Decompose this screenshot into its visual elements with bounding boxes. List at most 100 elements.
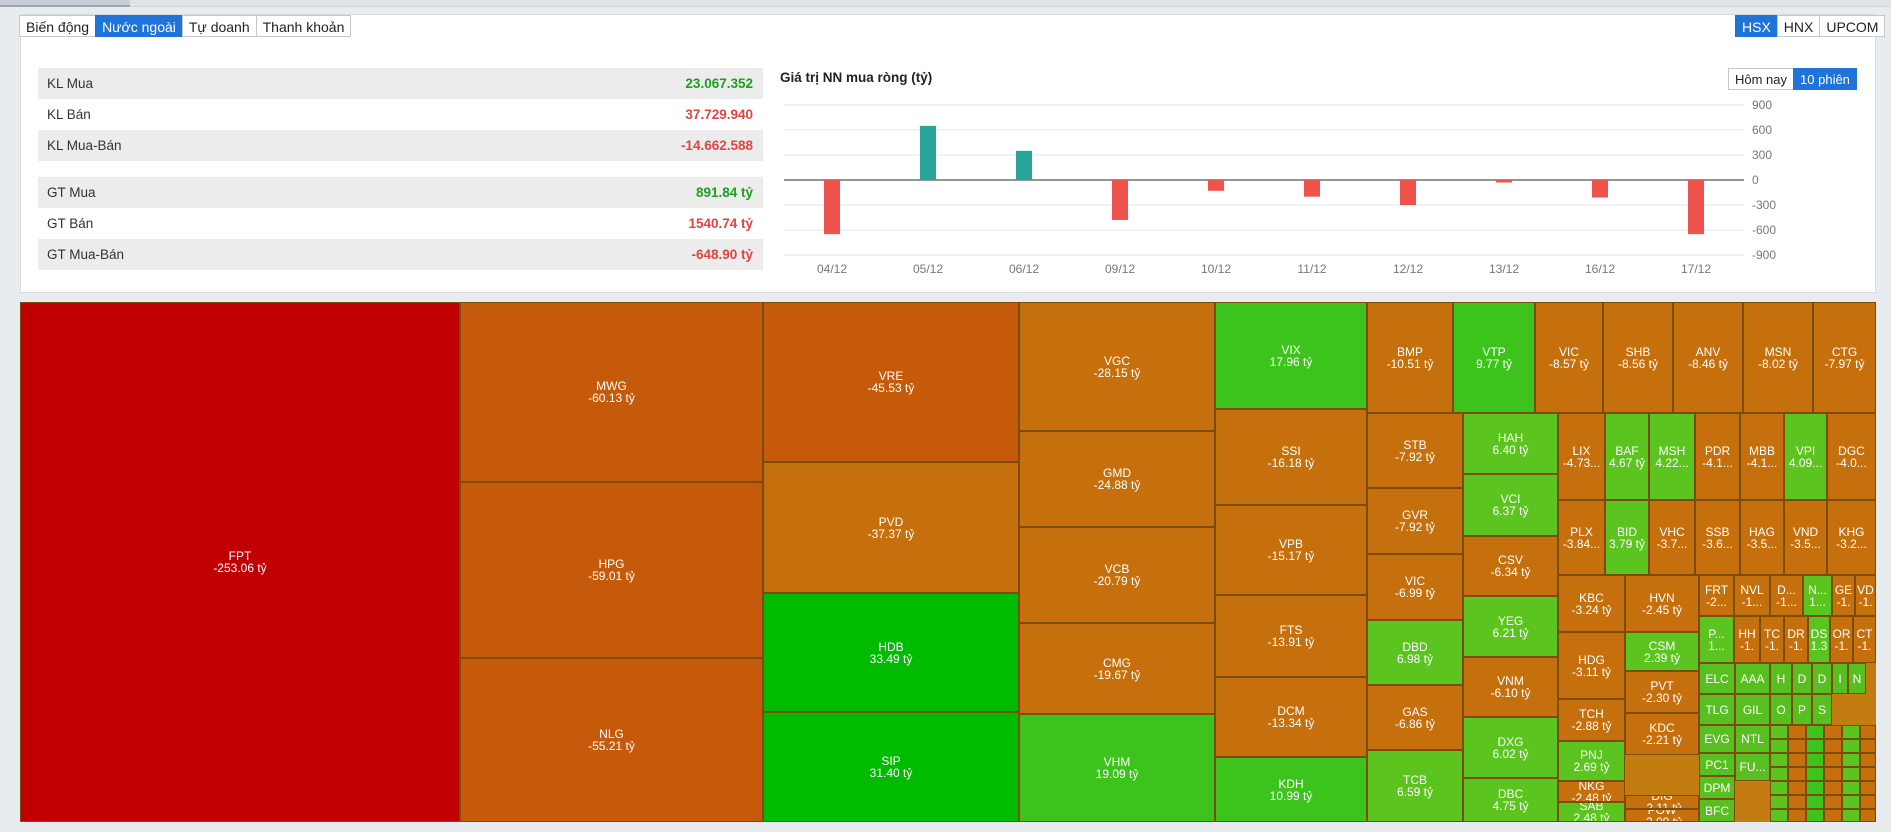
- treemap-tile-csm[interactable]: CSM 2.39 tỷ: [1625, 632, 1699, 671]
- treemap-tile-d[interactable]: D: [1812, 663, 1832, 694]
- treemap-micro-tile[interactable]: [1860, 753, 1876, 767]
- treemap-micro-tile[interactable]: [1770, 725, 1788, 739]
- exchange-hsx[interactable]: HSX: [1735, 15, 1778, 37]
- bar-13/12[interactable]: [1496, 180, 1512, 183]
- treemap-micro-tile[interactable]: [1860, 809, 1876, 822]
- treemap-tile-plx[interactable]: PLX -3.84...: [1558, 500, 1605, 575]
- treemap-tile-kbc[interactable]: KBC -3.24 tỷ: [1558, 575, 1625, 632]
- treemap-tile-nlg[interactable]: NLG -55.21 tỷ: [460, 658, 763, 822]
- treemap-tile-msh[interactable]: MSH 4.22...: [1649, 413, 1695, 500]
- treemap-tile-shb[interactable]: SHB -8.56 tỷ: [1603, 302, 1673, 413]
- bar-05/12[interactable]: [920, 125, 936, 180]
- treemap-micro-tile[interactable]: [1842, 795, 1860, 809]
- treemap-tile-gil[interactable]: GIL: [1735, 694, 1770, 725]
- bar-12/12[interactable]: [1400, 180, 1416, 205]
- treemap-tile-hpg[interactable]: HPG -59.01 tỷ: [460, 482, 763, 658]
- treemap-tile-or[interactable]: OR -1.: [1830, 616, 1853, 663]
- treemap-tile-ntl[interactable]: NTL: [1735, 725, 1770, 753]
- treemap-micro-tile[interactable]: [1770, 753, 1788, 767]
- treemap-tile-vic[interactable]: VIC -8.57 tỷ: [1535, 302, 1603, 413]
- treemap-tile-vpi[interactable]: VPI 4.09...: [1784, 413, 1827, 500]
- treemap-micro-tile[interactable]: [1824, 795, 1842, 809]
- treemap-tile-i[interactable]: I: [1832, 663, 1848, 694]
- bar-09/12[interactable]: [1112, 180, 1128, 220]
- treemap-micro-tile[interactable]: [1824, 781, 1842, 795]
- treemap-micro-tile[interactable]: [1806, 781, 1824, 795]
- treemap-tile-gvr[interactable]: GVR -7.92 tỷ: [1367, 488, 1463, 554]
- treemap-micro-tile[interactable]: [1806, 739, 1824, 753]
- treemap-tile-pdr[interactable]: PDR -4.1...: [1695, 413, 1740, 500]
- treemap-micro-tile[interactable]: [1842, 753, 1860, 767]
- treemap-tile-vgc[interactable]: VGC -28.15 tỷ: [1019, 302, 1215, 431]
- treemap-tile-cmg[interactable]: CMG -19.67 tỷ: [1019, 623, 1215, 714]
- treemap-tile-dgc[interactable]: DGC -4.0...: [1827, 413, 1876, 500]
- treemap-tile-frt[interactable]: FRT -2...: [1699, 575, 1734, 616]
- treemap-micro-tile[interactable]: [1824, 767, 1842, 781]
- treemap-tile-hdg[interactable]: HDG -3.11 tỷ: [1558, 632, 1625, 699]
- treemap-tile-pvt[interactable]: PVT -2.30 tỷ: [1625, 671, 1699, 713]
- treemap-micro-tile[interactable]: [1842, 809, 1860, 822]
- treemap-tile-s[interactable]: S: [1812, 694, 1832, 725]
- treemap-tile-ct[interactable]: CT -1.: [1853, 616, 1876, 663]
- treemap-tile-nkg[interactable]: NKG -2.48 tỷ: [1558, 781, 1625, 802]
- treemap-tile-hag[interactable]: HAG -3.5...: [1740, 500, 1784, 575]
- treemap-micro-tile[interactable]: [1842, 725, 1860, 739]
- treemap-tile-yeg[interactable]: YEG 6.21 tỷ: [1463, 596, 1558, 657]
- treemap-tile-ctg[interactable]: CTG -7.97 tỷ: [1813, 302, 1876, 413]
- treemap-micro-tile[interactable]: [1770, 781, 1788, 795]
- treemap-micro-tile[interactable]: [1806, 767, 1824, 781]
- treemap-tile-dig[interactable]: DIG -2.11 tỷ: [1625, 795, 1699, 809]
- treemap-tile-hah[interactable]: HAH 6.40 tỷ: [1463, 413, 1558, 474]
- bar-16/12[interactable]: [1592, 180, 1608, 198]
- treemap-tile-stb[interactable]: STB -7.92 tỷ: [1367, 413, 1463, 488]
- treemap-tile-kdh[interactable]: KDH 10.99 tỷ: [1215, 757, 1367, 822]
- treemap-micro-tile[interactable]: [1770, 795, 1788, 809]
- treemap-tile-bmp[interactable]: BMP -10.51 tỷ: [1367, 302, 1453, 413]
- exchange-hnx[interactable]: HNX: [1776, 15, 1821, 37]
- treemap-tile-vix[interactable]: VIX 17.96 tỷ: [1215, 302, 1367, 409]
- active-top-tab[interactable]: [0, 0, 130, 7]
- treemap-tile-p[interactable]: P... 1...: [1699, 616, 1734, 663]
- treemap-micro-tile[interactable]: [1806, 809, 1824, 822]
- treemap-tile-dbc[interactable]: DBC 4.75 tỷ: [1463, 778, 1558, 822]
- treemap-micro-tile[interactable]: [1788, 809, 1806, 822]
- treemap-tile-tch[interactable]: TCH -2.88 tỷ: [1558, 699, 1625, 741]
- treemap-tile-tcb[interactable]: TCB 6.59 tỷ: [1367, 750, 1463, 822]
- treemap-micro-tile[interactable]: [1824, 725, 1842, 739]
- treemap-tile-sab[interactable]: SAB 2.48 tỷ: [1558, 802, 1625, 822]
- treemap-tile-bfc[interactable]: BFC: [1699, 799, 1735, 822]
- treemap-tile-vnm[interactable]: VNM -6.10 tỷ: [1463, 657, 1558, 717]
- bar-06/12[interactable]: [1016, 150, 1032, 180]
- treemap-tile-ge[interactable]: GE -1.: [1832, 575, 1855, 616]
- treemap-tile-hh[interactable]: HH -1.: [1734, 616, 1760, 663]
- treemap-tile-evg[interactable]: EVG: [1699, 725, 1735, 753]
- treemap-tile-tlg[interactable]: TLG: [1699, 694, 1735, 725]
- treemap-micro-tile[interactable]: [1788, 781, 1806, 795]
- treemap-tile-vtp[interactable]: VTP 9.77 tỷ: [1453, 302, 1535, 413]
- treemap-tile-vci[interactable]: VCI 6.37 tỷ: [1463, 474, 1558, 536]
- treemap-micro-tile[interactable]: [1806, 795, 1824, 809]
- treemap-micro-tile[interactable]: [1824, 753, 1842, 767]
- treemap-micro-tile[interactable]: [1770, 739, 1788, 753]
- treemap-tile-n[interactable]: N: [1848, 663, 1866, 694]
- treemap-tile-nvl[interactable]: NVL -1...: [1734, 575, 1770, 616]
- treemap-tile-tc[interactable]: TC -1.: [1760, 616, 1784, 663]
- bar-17/12[interactable]: [1688, 180, 1704, 235]
- treemap-tile-dbd[interactable]: DBD 6.98 tỷ: [1367, 620, 1463, 685]
- treemap-tile-vic[interactable]: VIC -6.99 tỷ: [1367, 554, 1463, 620]
- treemap-tile-baf[interactable]: BAF 4.67 tỷ: [1605, 413, 1649, 500]
- treemap-micro-tile[interactable]: [1806, 753, 1824, 767]
- treemap-tile-lix[interactable]: LIX -4.73...: [1558, 413, 1605, 500]
- treemap-micro-tile[interactable]: [1788, 753, 1806, 767]
- treemap-tile-d[interactable]: D: [1792, 663, 1812, 694]
- treemap-micro-tile[interactable]: [1824, 739, 1842, 753]
- treemap-tile-dr[interactable]: DR -1.: [1784, 616, 1808, 663]
- treemap-tile-pnj[interactable]: PNJ 2.69 tỷ: [1558, 741, 1625, 781]
- treemap-tile-vhm[interactable]: VHM 19.09 tỷ: [1019, 714, 1215, 822]
- treemap-tile-fpt[interactable]: FPT -253.06 tỷ: [20, 302, 460, 822]
- treemap-tile-khg[interactable]: KHG -3.2...: [1827, 500, 1876, 575]
- treemap-tile-vhc[interactable]: VHC -3.7...: [1649, 500, 1695, 575]
- treemap-micro-tile[interactable]: [1806, 725, 1824, 739]
- treemap-tile-dcm[interactable]: DCM -13.34 tỷ: [1215, 677, 1367, 757]
- treemap-micro-tile[interactable]: [1788, 767, 1806, 781]
